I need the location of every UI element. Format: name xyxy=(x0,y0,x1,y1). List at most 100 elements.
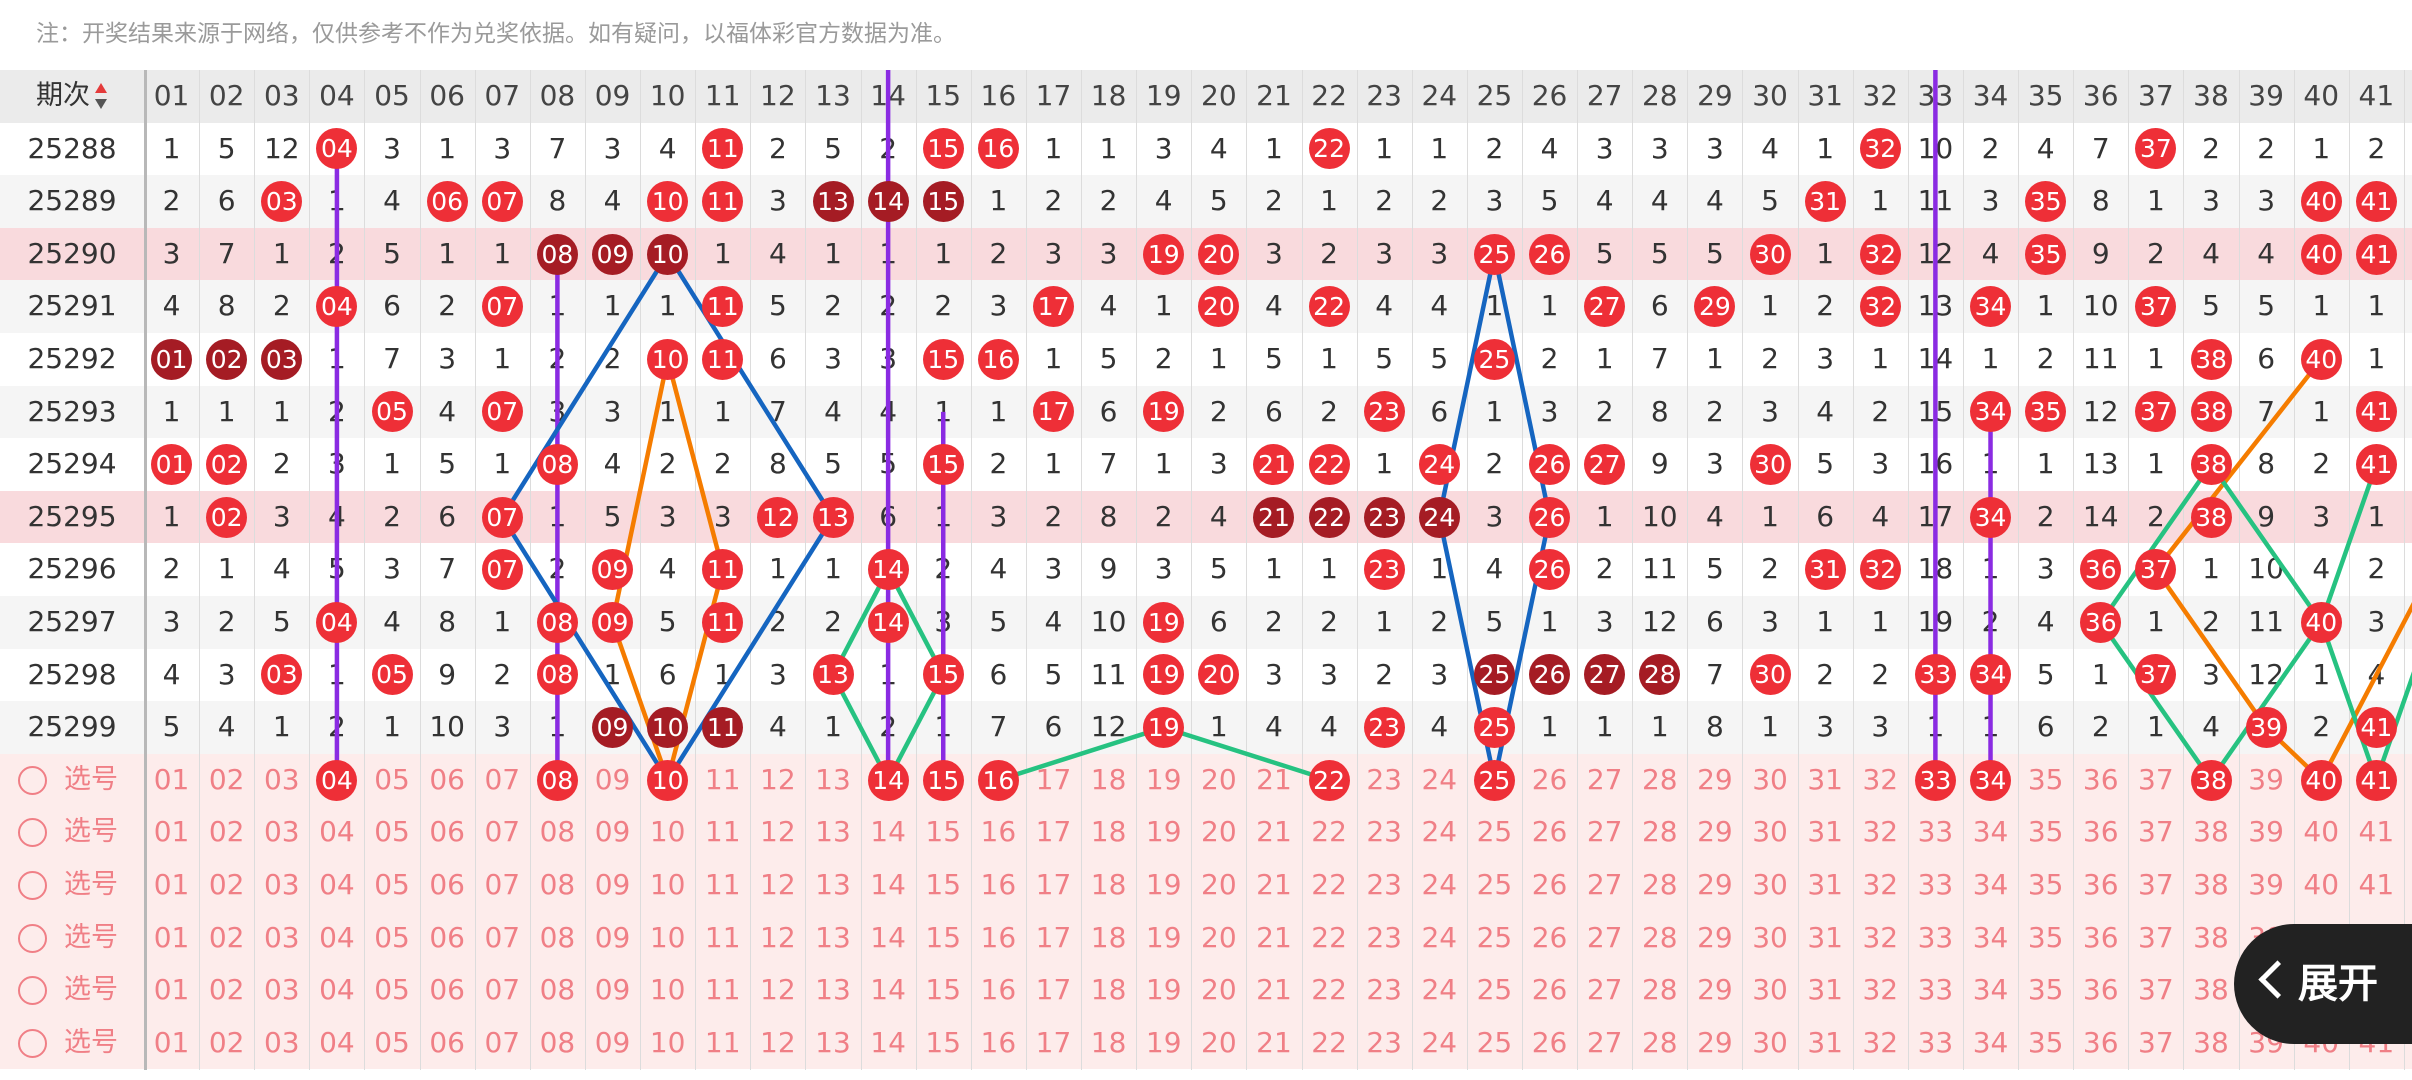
pick-number[interactable]: 38 xyxy=(2193,920,2229,954)
pick-number[interactable]: 29 xyxy=(1697,762,1733,796)
pick-number[interactable]: 19 xyxy=(1145,973,1182,1007)
pick-number[interactable]: 05 xyxy=(374,1025,410,1059)
pick-number[interactable]: 37 xyxy=(2138,868,2174,901)
pick-number[interactable]: 16 xyxy=(980,973,1017,1007)
pick-number[interactable]: 26 xyxy=(1531,815,1568,849)
pick-number[interactable]: 07 xyxy=(484,868,521,901)
pick-number[interactable]: 05 xyxy=(374,920,410,954)
pick-number[interactable]: 17 xyxy=(1035,815,1072,849)
pick-number[interactable]: 31 xyxy=(1807,973,1843,1007)
pick-number[interactable]: 33 xyxy=(1917,920,1954,954)
pick-number[interactable]: 15 xyxy=(925,1025,962,1059)
pick-number[interactable]: 34 xyxy=(1972,920,2009,954)
pick-number[interactable]: 31 xyxy=(1807,920,1843,954)
pick-number[interactable]: 07 xyxy=(484,973,521,1007)
pick-number[interactable]: 35 xyxy=(2027,973,2064,1007)
pick-number[interactable]: 39 xyxy=(2248,815,2284,849)
pick-number[interactable]: 28 xyxy=(1641,762,1678,796)
pick-number[interactable]: 27 xyxy=(1586,920,1623,954)
pick-number[interactable]: 33 xyxy=(1917,815,1954,849)
pick-number[interactable]: 06 xyxy=(429,920,465,954)
pick-number[interactable]: 03 xyxy=(263,920,300,954)
pick-number[interactable]: 36 xyxy=(2082,1025,2119,1059)
pick-number[interactable]: 13 xyxy=(815,815,851,849)
pick-number[interactable]: 38 xyxy=(2193,868,2229,901)
pick-number[interactable]: 13 xyxy=(815,762,851,796)
pick-number[interactable]: 15 xyxy=(925,868,962,901)
pick-number[interactable]: 08 xyxy=(539,973,576,1007)
pick-number[interactable]: 21 xyxy=(1256,920,1292,954)
pick-number[interactable]: 32 xyxy=(1862,1025,1899,1059)
pick-number[interactable]: 32 xyxy=(1862,762,1899,796)
pick-number[interactable]: 30 xyxy=(1752,1025,1788,1059)
pick-number[interactable]: 02 xyxy=(208,973,245,1007)
pick-number[interactable]: 21 xyxy=(1256,868,1292,901)
sort-icon[interactable] xyxy=(94,82,108,112)
pick-number[interactable]: 34 xyxy=(1972,1025,2009,1059)
pick-number[interactable]: 12 xyxy=(760,868,796,901)
pick-row-selector[interactable]: 选号 xyxy=(0,859,144,912)
pick-number[interactable]: 30 xyxy=(1752,973,1788,1007)
pick-number[interactable]: 10 xyxy=(649,815,686,849)
pick-row-selector[interactable]: 选号 xyxy=(0,806,144,859)
selected-pick-ball[interactable]: 08 xyxy=(536,759,578,801)
pick-number[interactable]: 03 xyxy=(263,815,300,849)
pick-number[interactable]: 01 xyxy=(153,973,190,1007)
pick-number[interactable]: 28 xyxy=(1641,868,1678,901)
pick-number[interactable]: 22 xyxy=(1311,1025,1347,1059)
pick-number[interactable]: 24 xyxy=(1421,920,1458,954)
pick-number[interactable]: 16 xyxy=(980,868,1017,901)
pick-number[interactable]: 19 xyxy=(1145,762,1182,796)
radio-circle-icon[interactable] xyxy=(18,871,47,900)
pick-number[interactable]: 17 xyxy=(1035,973,1072,1007)
pick-number[interactable]: 14 xyxy=(870,815,906,849)
pick-number[interactable]: 37 xyxy=(2138,920,2174,954)
pick-number[interactable]: 23 xyxy=(1366,762,1402,796)
pick-number[interactable]: 08 xyxy=(539,1025,576,1059)
pick-number[interactable]: 34 xyxy=(1972,815,2009,849)
pick-number[interactable]: 09 xyxy=(594,920,631,954)
pick-number[interactable]: 12 xyxy=(760,920,796,954)
pick-number[interactable]: 41 xyxy=(2358,868,2395,901)
pick-number[interactable]: 33 xyxy=(1917,1025,1954,1059)
pick-number[interactable]: 19 xyxy=(1145,868,1182,901)
pick-number[interactable]: 06 xyxy=(429,762,465,796)
pick-number[interactable]: 03 xyxy=(263,868,300,901)
pick-number[interactable]: 14 xyxy=(870,1025,906,1059)
pick-number[interactable]: 06 xyxy=(429,1025,465,1059)
pick-number[interactable]: 21 xyxy=(1256,815,1292,849)
pick-number[interactable]: 39 xyxy=(2248,762,2284,796)
selected-pick-ball[interactable]: 33 xyxy=(1914,759,1956,801)
pick-number[interactable]: 17 xyxy=(1035,1025,1072,1059)
pick-row-selector[interactable]: 选号 xyxy=(0,754,144,807)
pick-number[interactable]: 20 xyxy=(1201,1025,1237,1059)
pick-number[interactable]: 36 xyxy=(2082,868,2119,901)
pick-number[interactable]: 09 xyxy=(594,973,631,1007)
pick-number[interactable]: 27 xyxy=(1586,762,1623,796)
pick-number[interactable]: 18 xyxy=(1090,815,1127,849)
pick-number[interactable]: 08 xyxy=(539,815,576,849)
pick-number[interactable]: 26 xyxy=(1531,1025,1568,1059)
pick-number[interactable]: 18 xyxy=(1090,973,1127,1007)
radio-circle-icon[interactable] xyxy=(18,818,47,848)
pick-number[interactable]: 03 xyxy=(263,973,300,1007)
pick-number[interactable]: 40 xyxy=(2303,815,2340,849)
pick-number[interactable]: 08 xyxy=(539,920,576,954)
radio-circle-icon[interactable] xyxy=(18,976,47,1006)
pick-number[interactable]: 32 xyxy=(1862,920,1899,954)
pick-number[interactable]: 15 xyxy=(925,920,962,954)
pick-number[interactable]: 13 xyxy=(815,1025,851,1059)
pick-number[interactable]: 39 xyxy=(2248,868,2284,901)
pick-number[interactable]: 12 xyxy=(760,815,796,849)
pick-number[interactable]: 20 xyxy=(1201,920,1237,954)
pick-number[interactable]: 16 xyxy=(980,1025,1017,1059)
pick-number[interactable]: 20 xyxy=(1201,815,1237,849)
pick-number[interactable]: 24 xyxy=(1421,1025,1458,1059)
pick-number[interactable]: 38 xyxy=(2193,973,2229,1007)
pick-number[interactable]: 26 xyxy=(1531,920,1568,954)
pick-number[interactable]: 24 xyxy=(1421,973,1458,1007)
pick-number[interactable]: 09 xyxy=(594,1025,631,1059)
pick-number[interactable]: 23 xyxy=(1366,868,1402,901)
pick-number[interactable]: 26 xyxy=(1531,973,1568,1007)
pick-number[interactable]: 25 xyxy=(1476,1025,1513,1059)
